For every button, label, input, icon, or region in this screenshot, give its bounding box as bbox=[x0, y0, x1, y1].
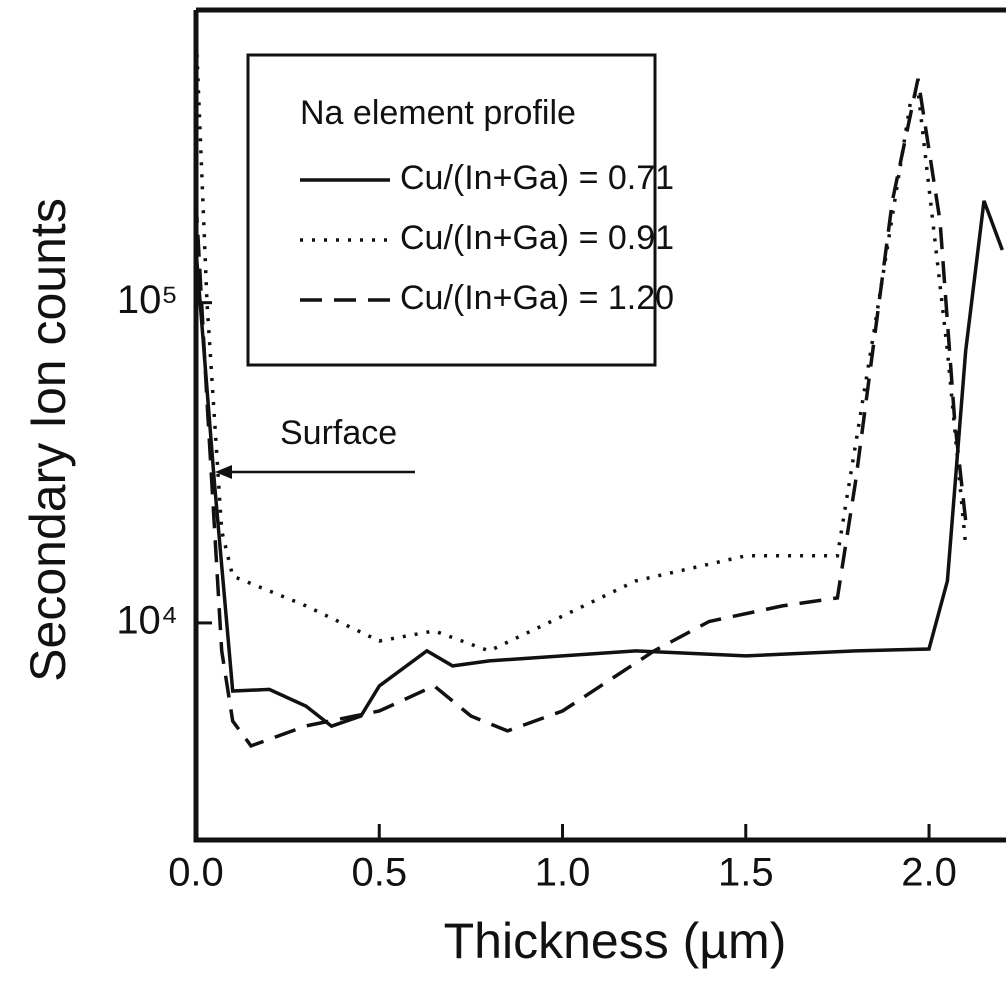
legend: Cu/(In+Ga) = 0.71 Cu/(In+Ga) = 0.91 Cu/(In… bbox=[300, 159, 674, 317]
x-tick-label: 0.5 bbox=[351, 851, 407, 895]
x-tick-label: 1.5 bbox=[718, 851, 774, 895]
y-tick-label: 10⁴ bbox=[116, 598, 178, 642]
plot-area bbox=[196, 30, 1004, 748]
y-axis-label: Secondary Ion counts bbox=[20, 198, 76, 682]
legend-title: Na element profile bbox=[300, 94, 576, 132]
x-tick-label: 2.0 bbox=[901, 851, 957, 895]
legend-box bbox=[246, 53, 657, 367]
legend-label: Cu/(In+Ga) = 1.20 bbox=[400, 279, 674, 317]
x-tick-label: 0.0 bbox=[168, 851, 224, 895]
legend-label: Cu/(In+Ga) = 0.71 bbox=[400, 159, 674, 197]
data-line bbox=[196, 78, 968, 748]
data-line bbox=[196, 200, 1004, 729]
annotation: Surface bbox=[280, 414, 397, 452]
legend-label: Cu/(In+Ga) = 0.91 bbox=[400, 219, 674, 257]
x-tick-label: 1.0 bbox=[535, 851, 591, 895]
arrow-head bbox=[215, 465, 232, 479]
y-tick-label: 10⁵ bbox=[117, 278, 178, 322]
x-axis-label: Thickness (µm) bbox=[444, 913, 787, 969]
